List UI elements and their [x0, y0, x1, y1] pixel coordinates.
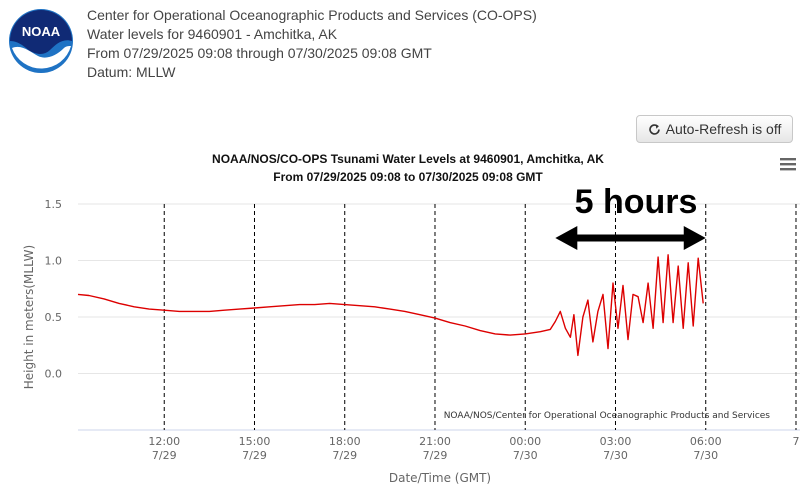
header-datum: Datum: MLLW	[87, 64, 176, 80]
y-tick-label: 1.5	[45, 198, 63, 211]
chart-menu-button[interactable]	[778, 156, 798, 174]
x-gridlines	[163, 204, 797, 430]
x-tick-date-label: 7/30	[603, 449, 628, 462]
y-gridlines	[78, 203, 800, 374]
y-axis-label: Height in meters(MLLW)	[22, 245, 36, 389]
x-tick-date-label: 7/29	[152, 449, 177, 462]
x-tick-date-label: 7/30	[513, 449, 538, 462]
noaa-logo-text: NOAA	[22, 24, 61, 39]
y-tick-label: 0.0	[45, 368, 63, 381]
chart-title: NOAA/NOS/CO-OPS Tsunami Water Levels at …	[212, 152, 604, 166]
series-layer	[77, 254, 704, 357]
annotation: 5 hours	[555, 183, 706, 250]
x-tick-time-label: 18:00	[329, 435, 361, 448]
x-tick-date-label: 7/29	[242, 449, 267, 462]
refresh-icon	[648, 123, 660, 135]
y-tick-label: 1.0	[45, 255, 63, 268]
x-axis-label: Date/Time (GMT)	[389, 471, 491, 485]
x-tick-time-label: 12:00	[148, 435, 180, 448]
chart-subtitle: From 07/29/2025 09:08 to 07/30/2025 09:0…	[273, 170, 543, 184]
x-axis-ticks: 12:007/2915:007/2918:007/2921:007/2900:0…	[148, 435, 799, 462]
x-tick-date-label: 7/29	[423, 449, 448, 462]
x-tick-time-label: 15:00	[239, 435, 271, 448]
annotation-arrow-right-head	[683, 226, 706, 250]
annotation-arrow-left-head	[555, 226, 578, 250]
header-station: Water levels for 9460901 - Amchitka, AK	[87, 26, 338, 42]
x-tick-time-label: 21:00	[419, 435, 451, 448]
x-tick-time-label: 06:00	[690, 435, 722, 448]
x-tick-time-label: 00:00	[509, 435, 541, 448]
chart-credit: NOAA/NOS/Center for Operational Oceanogr…	[444, 411, 771, 421]
x-tick-time-label: 7	[792, 435, 799, 448]
x-tick-time-label: 03:00	[600, 435, 632, 448]
y-tick-label: 0.5	[45, 311, 63, 324]
header-org: Center for Operational Oceanographic Pro…	[87, 7, 537, 23]
x-tick-date-label: 7/30	[693, 449, 718, 462]
water-level-series-line	[77, 254, 704, 357]
x-tick-date-label: 7/29	[332, 449, 357, 462]
auto-refresh-button[interactable]: Auto-Refresh is off	[636, 115, 793, 143]
noaa-logo: NOAA	[9, 9, 73, 73]
annotation-label: 5 hours	[575, 183, 698, 221]
auto-refresh-label: Auto-Refresh is off	[665, 121, 782, 137]
y-axis-ticks: 1.5 1.0 0.5 0.0	[45, 198, 63, 381]
hamburger-menu-icon	[780, 158, 796, 171]
header-range: From 07/29/2025 09:08 through 07/30/2025…	[87, 45, 432, 61]
